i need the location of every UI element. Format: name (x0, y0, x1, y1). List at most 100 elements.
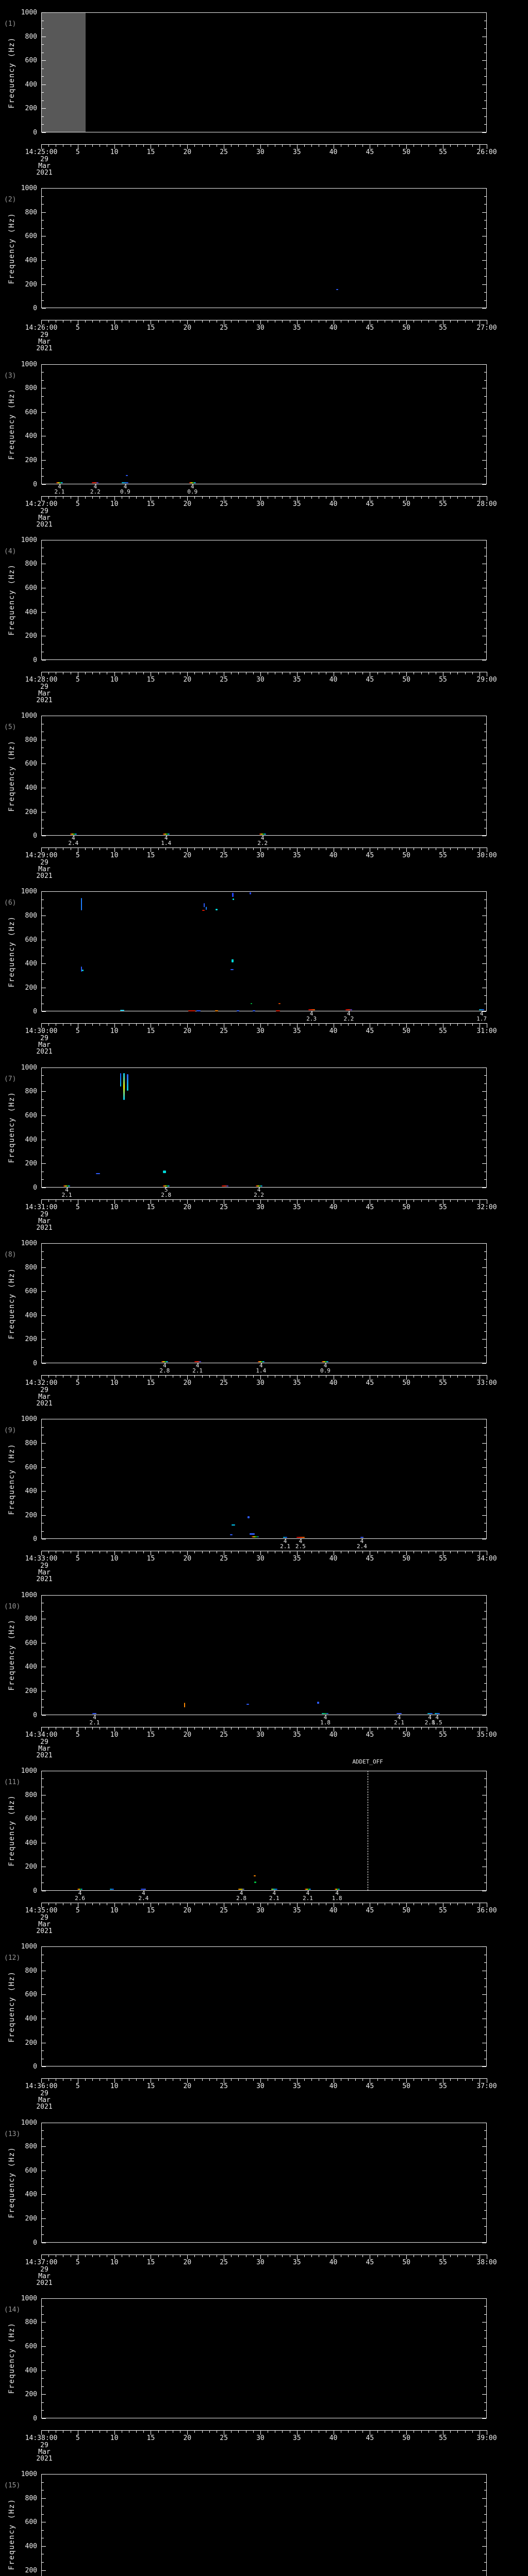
x-tick-label: 10 (110, 1203, 119, 1211)
x-minor-tick (457, 1551, 458, 1554)
y-minor-tick-right (484, 2202, 486, 2203)
y-axis-title: Frequency (Hz) (8, 2146, 16, 2218)
x-minor-tick (253, 2430, 254, 2433)
x-minor-tick (282, 496, 283, 499)
x-major-tick (260, 320, 261, 325)
x-minor-tick (136, 1903, 137, 1905)
x-minor-tick (311, 1024, 312, 1026)
y-major-tick-right (482, 1067, 486, 1068)
x-date-line: 29 (40, 683, 48, 691)
x-tick-label: 50 (402, 324, 411, 332)
y-major-tick-right (482, 2546, 486, 2547)
y-major-tick-right (482, 2370, 486, 2371)
detection-value-label: 2.8 (236, 1894, 247, 1902)
y-major-tick-right (482, 891, 486, 892)
x-major-tick (406, 2430, 407, 2435)
x-tick-label: 25 (220, 852, 228, 860)
y-tick-label: 800 (25, 32, 37, 41)
x-minor-tick (85, 1024, 86, 1026)
x-date-line: 2021 (36, 1048, 53, 1056)
x-minor-tick (85, 496, 86, 499)
x-minor-tick (209, 1903, 210, 1905)
x-minor-tick (377, 2430, 378, 2433)
y-minor-tick-left (42, 1347, 44, 1348)
x-minor-tick (136, 2430, 137, 2433)
x-date-line: 2021 (36, 2454, 53, 2463)
y-major-tick-right (482, 1994, 486, 1995)
y-tick-label: 600 (25, 1639, 37, 1647)
y-major-tick-left (42, 891, 46, 892)
x-minor-tick (238, 2430, 239, 2433)
y-minor-tick-left (42, 2410, 44, 2411)
x-minor-tick (253, 320, 254, 323)
x-minor-tick (48, 2430, 50, 2433)
x-date-line: 29 (40, 859, 48, 867)
panel-index: (12) (4, 1954, 21, 1962)
x-major-tick (406, 1551, 407, 1556)
x-major-tick (187, 1903, 188, 1907)
x-minor-tick (465, 2255, 466, 2257)
detection-count-label: 4 (283, 1538, 287, 1545)
x-minor-tick (311, 2430, 312, 2433)
x-major-tick (406, 1199, 407, 1204)
y-minor-tick-left (42, 2178, 44, 2179)
spectrogram-mark (206, 907, 207, 910)
x-major-tick (296, 1199, 298, 1204)
x-major-tick (41, 2255, 42, 2259)
y-tick-label: 1000 (21, 1591, 37, 1599)
y-major-tick-right (482, 1946, 486, 1947)
x-minor-tick (209, 848, 210, 851)
x-major-tick (41, 848, 42, 853)
y-minor-tick-right (484, 380, 486, 381)
y-major-tick-left (42, 1011, 46, 1012)
detection-count-label: 4 (141, 1889, 145, 1896)
y-minor-tick-left (42, 1099, 44, 1100)
x-minor-tick (457, 1376, 458, 1378)
x-major-tick (187, 1551, 188, 1556)
detection-dash (92, 482, 99, 483)
y-minor-tick-left (42, 628, 44, 629)
x-minor-tick (48, 2079, 50, 2081)
spectrogram-mark (229, 1534, 233, 1536)
x-tick-label: 30 (256, 1203, 265, 1211)
x-minor-tick (355, 1903, 356, 1905)
x-minor-tick (92, 672, 93, 674)
y-tick-label: 200 (25, 1335, 37, 1344)
x-minor-tick (231, 672, 232, 674)
y-minor-tick-left (42, 1778, 44, 1780)
x-minor-tick (194, 1551, 195, 1554)
y-tick-label: 0 (33, 2414, 37, 2422)
x-minor-tick (209, 1024, 210, 1026)
x-tick-label: 35 (292, 1027, 301, 1036)
detection-count-label: 4 (335, 1889, 339, 1896)
plot-box (41, 2298, 487, 2418)
y-minor-tick-right (484, 2178, 486, 2179)
x-major-tick (114, 848, 115, 853)
y-minor-tick-right (484, 2354, 486, 2355)
y-major-tick-left (42, 2146, 46, 2147)
y-major-tick-left (42, 412, 46, 413)
y-major-tick-right (482, 1515, 486, 1516)
x-minor-tick (428, 848, 429, 851)
detection-value-label: 2.5 (295, 1543, 306, 1550)
x-minor-tick (472, 1024, 473, 1026)
y-minor-tick-left (42, 396, 44, 397)
x-minor-tick (209, 672, 210, 674)
x-minor-tick (311, 1551, 312, 1554)
y-tick-label: 400 (25, 2542, 37, 2550)
x-major-tick (114, 1903, 115, 1907)
y-tick-label: 0 (33, 1360, 37, 1368)
x-major-tick (41, 1903, 42, 1907)
spectrogram-mark (278, 1003, 280, 1005)
y-minor-tick-right (484, 1179, 486, 1180)
x-major-tick (187, 2079, 188, 2083)
x-tick-label: 25 (220, 2258, 228, 2266)
spectrogram-mark (120, 1010, 125, 1011)
x-minor-tick (85, 672, 86, 674)
x-date-line: 2021 (36, 1575, 53, 1584)
x-minor-tick (421, 1376, 422, 1378)
y-major-tick-left (42, 2370, 46, 2371)
y-major-tick-left (42, 364, 46, 365)
x-tick-label: 35 (292, 1379, 301, 1387)
y-minor-tick-left (42, 1475, 44, 1476)
